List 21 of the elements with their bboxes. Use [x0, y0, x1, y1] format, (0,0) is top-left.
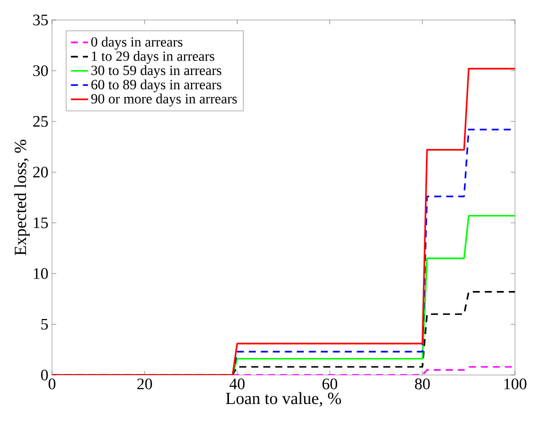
x-axis-title: Loan to value, %	[226, 392, 341, 407]
legend-label: 0 days in arrears	[91, 36, 182, 50]
x-tick-label: 60	[322, 378, 338, 390]
y-tick-label: 25	[33, 116, 48, 127]
x-tick-label: 0	[48, 378, 56, 390]
y-tick-label: 20	[33, 166, 48, 178]
y-tick-label: 0	[41, 370, 48, 380]
legend-label: 30 to 59 days in arrears	[91, 65, 222, 78]
x-tick-label: 100	[504, 378, 526, 390]
legend-label: 60 to 89 days in arrears	[91, 79, 222, 92]
y-tick-label: 10	[34, 268, 48, 279]
y-tick-label: 35	[33, 14, 48, 26]
x-tick-label: 20	[137, 378, 152, 390]
y-tick-label: 15	[34, 217, 48, 228]
legend-label: 90 or more days in arrears	[91, 94, 237, 106]
x-tick-label: 40	[230, 378, 245, 390]
y-tick-label: 30	[33, 65, 48, 76]
y-axis-title: Expected loss, %	[14, 140, 30, 256]
legend-label: 1 to 29 days in arrears	[92, 51, 214, 64]
y-tick-label: 5	[41, 318, 48, 330]
x-tick-label: 80	[415, 378, 430, 390]
